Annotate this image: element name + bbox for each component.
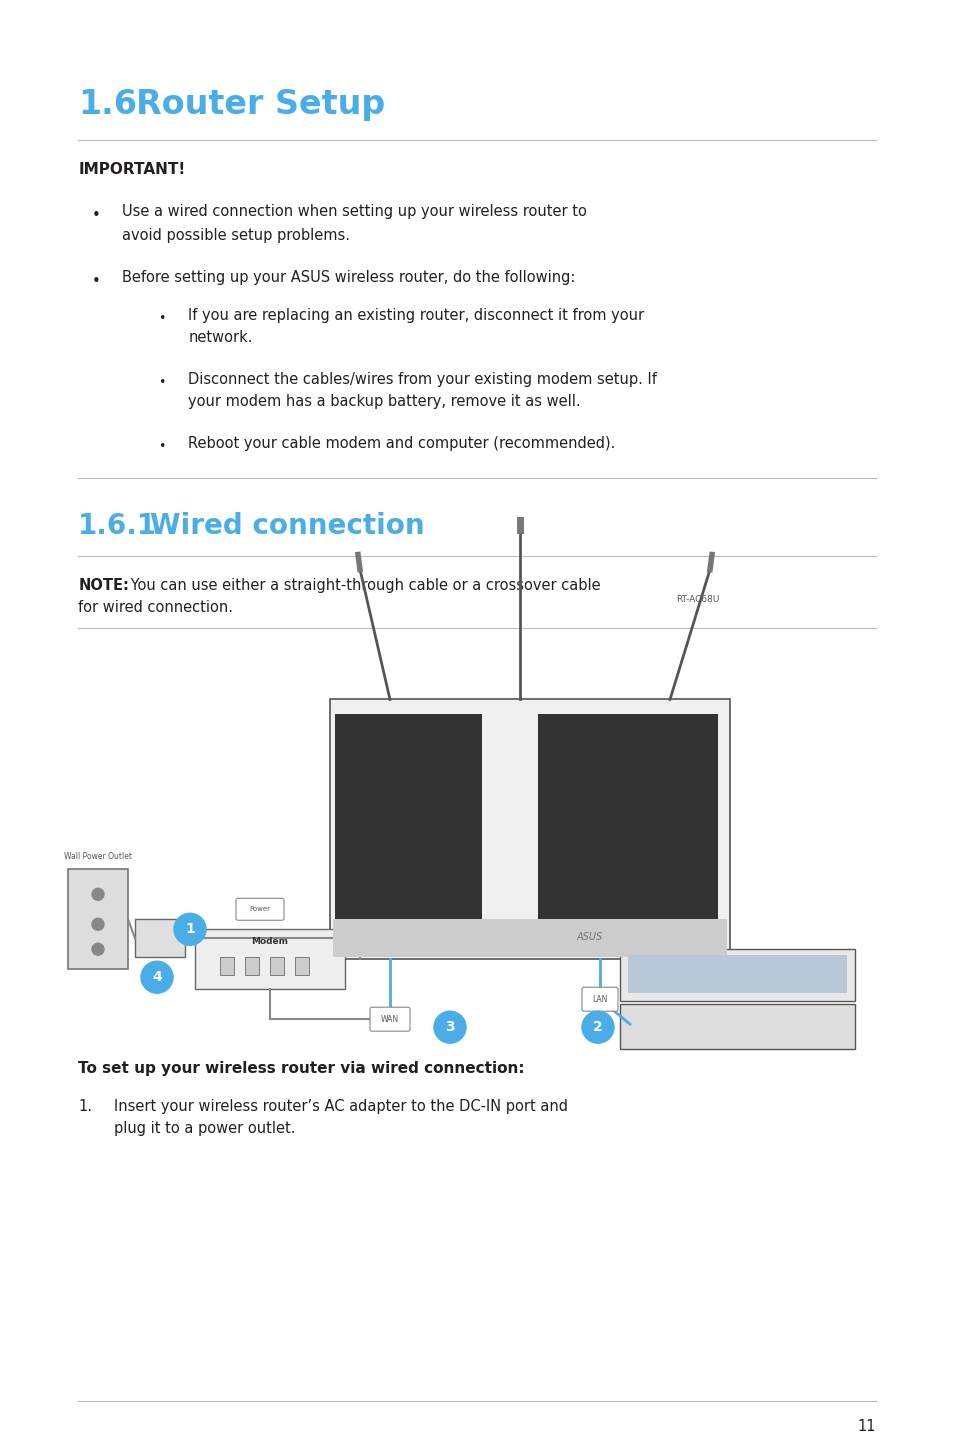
Bar xyxy=(270,958,284,975)
Bar xyxy=(135,919,185,958)
Text: RT-AC68U: RT-AC68U xyxy=(676,595,720,604)
Text: Disconnect the cables/wires from your existing modem setup. If: Disconnect the cables/wires from your ex… xyxy=(188,371,657,387)
Text: If you are replacing an existing router, disconnect it from your: If you are replacing an existing router,… xyxy=(188,308,643,322)
Text: Use a wired connection when setting up your wireless router to: Use a wired connection when setting up y… xyxy=(122,204,586,219)
Circle shape xyxy=(581,1011,614,1043)
Text: •: • xyxy=(158,440,166,453)
Text: 1.6.1: 1.6.1 xyxy=(78,512,157,539)
Text: IMPORTANT!: IMPORTANT! xyxy=(78,162,185,177)
Circle shape xyxy=(141,961,172,994)
Text: •: • xyxy=(158,375,166,388)
Text: 2: 2 xyxy=(593,1020,602,1034)
Text: ASUS: ASUS xyxy=(577,932,602,942)
Text: your modem has a backup battery, remove it as well.: your modem has a backup battery, remove … xyxy=(188,394,580,408)
Text: •: • xyxy=(92,209,101,223)
Circle shape xyxy=(173,913,206,945)
Bar xyxy=(294,958,309,975)
Text: Router Setup: Router Setup xyxy=(136,88,385,121)
Text: 11: 11 xyxy=(857,1419,875,1434)
Bar xyxy=(245,958,258,975)
Text: 4: 4 xyxy=(152,971,162,984)
Text: WAN: WAN xyxy=(380,1015,398,1024)
Text: NOTE:: NOTE: xyxy=(78,578,129,592)
FancyBboxPatch shape xyxy=(370,1007,410,1031)
Circle shape xyxy=(434,1011,465,1043)
Bar xyxy=(537,715,718,919)
Text: To set up your wireless router via wired connection:: To set up your wireless router via wired… xyxy=(78,1061,524,1076)
Bar xyxy=(220,958,233,975)
FancyBboxPatch shape xyxy=(581,988,618,1011)
Text: •: • xyxy=(92,273,101,289)
Bar xyxy=(333,919,726,958)
Bar xyxy=(335,715,481,919)
Text: 3: 3 xyxy=(445,1020,455,1034)
Bar xyxy=(330,699,729,959)
Circle shape xyxy=(91,889,104,900)
Text: plug it to a power outlet.: plug it to a power outlet. xyxy=(114,1122,295,1136)
Text: Wired connection: Wired connection xyxy=(150,512,424,539)
Text: Insert your wireless router’s AC adapter to the DC-IN port and: Insert your wireless router’s AC adapter… xyxy=(114,1099,568,1114)
Text: 1.: 1. xyxy=(78,1099,92,1114)
Bar xyxy=(619,1004,854,1050)
Text: Before setting up your ASUS wireless router, do the following:: Before setting up your ASUS wireless rou… xyxy=(122,270,575,285)
Bar xyxy=(627,955,846,994)
Text: network.: network. xyxy=(188,329,253,345)
Text: •: • xyxy=(158,312,166,325)
Text: Wall Power Outlet: Wall Power Outlet xyxy=(64,853,132,861)
Bar xyxy=(68,870,128,969)
Text: Power: Power xyxy=(250,906,271,912)
Circle shape xyxy=(91,943,104,955)
Text: 1: 1 xyxy=(185,922,194,936)
Text: Modem: Modem xyxy=(252,938,288,946)
Text: LAN: LAN xyxy=(592,995,607,1004)
Bar xyxy=(194,929,345,989)
Text: You can use either a straight-through cable or a crossover cable: You can use either a straight-through ca… xyxy=(126,578,600,592)
Bar xyxy=(619,949,854,1001)
FancyBboxPatch shape xyxy=(235,899,284,920)
Text: 1.6: 1.6 xyxy=(78,88,137,121)
Circle shape xyxy=(91,919,104,930)
Text: Reboot your cable modem and computer (recommended).: Reboot your cable modem and computer (re… xyxy=(188,436,615,450)
Text: for wired connection.: for wired connection. xyxy=(78,600,233,614)
Text: avoid possible setup problems.: avoid possible setup problems. xyxy=(122,227,350,243)
